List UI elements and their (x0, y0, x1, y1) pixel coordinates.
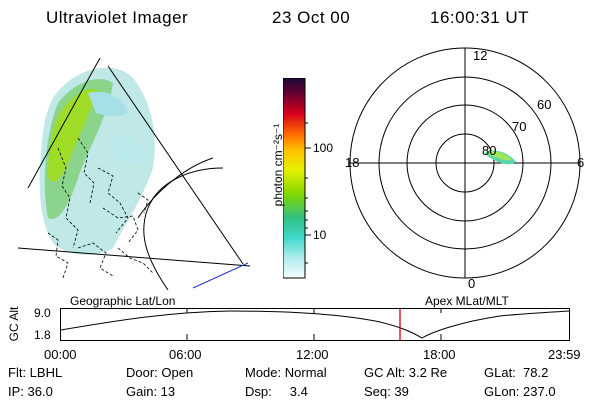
status-glat: GLat: 78.2 (484, 365, 549, 380)
timeline-ytick-1.8: 1.8 (34, 328, 51, 342)
colorbar-label: photon cm⁻²s⁻¹ (271, 123, 285, 207)
status-ip: IP: 36.0 (8, 384, 53, 399)
timeline-xtick-1800: 18:00 (423, 347, 456, 362)
geo-grid-lines (18, 58, 251, 290)
mlt-label-12: 12 (473, 48, 488, 63)
instrument-title: Ultraviolet Imager (46, 8, 189, 27)
status-dsp: Dsp: 3.4 (245, 384, 308, 399)
timeline-xtick-0600: 06:00 (169, 347, 202, 362)
spacecraft-vector (192, 262, 249, 289)
status-flt: Flt: LBHL (8, 365, 63, 380)
status-seq: Seq: 39 (364, 384, 409, 399)
aurora-emission (39, 67, 155, 255)
timeline-xtick-0000: 00:00 (44, 347, 77, 362)
geographic-title: Geographic Lat/Lon (70, 294, 176, 308)
altitude-curve (60, 310, 570, 339)
status-mode: Mode: Normal (245, 365, 327, 380)
altitude-timeline (60, 308, 570, 341)
lat-label-60: 60 (537, 97, 552, 112)
colorbar-tick-100: 100 (313, 141, 334, 155)
mlt-label-18: 18 (345, 155, 360, 170)
status-gain: Gain: 13 (126, 384, 176, 399)
date-label: 23 Oct 00 (272, 8, 351, 27)
colorbar (283, 78, 311, 279)
timeline-axis-label: GC Alt (7, 306, 21, 342)
mlt-label-6: 6 (577, 155, 585, 170)
lat-label-80: 80 (482, 143, 497, 158)
timeline-ytick-9: 9.0 (34, 306, 51, 320)
time-label: 16:00:31 UT (430, 8, 530, 27)
mlt-label-0: 0 (468, 276, 476, 291)
colorbar-tick-10: 10 (313, 228, 327, 242)
lat-label-70: 70 (512, 119, 527, 134)
timeline-xtick-2359: 23:59 (548, 347, 581, 362)
status-glon: GLon: 237.0 (484, 384, 556, 399)
polar-plot (349, 47, 581, 279)
geographic-image (18, 58, 251, 290)
status-gcalt: GC Alt: 3.2 Re (364, 365, 448, 380)
timeline-xtick-1200: 12:00 (296, 347, 329, 362)
apex-title: Apex MLat/MLT (425, 294, 509, 308)
status-door: Door: Open (126, 365, 194, 380)
